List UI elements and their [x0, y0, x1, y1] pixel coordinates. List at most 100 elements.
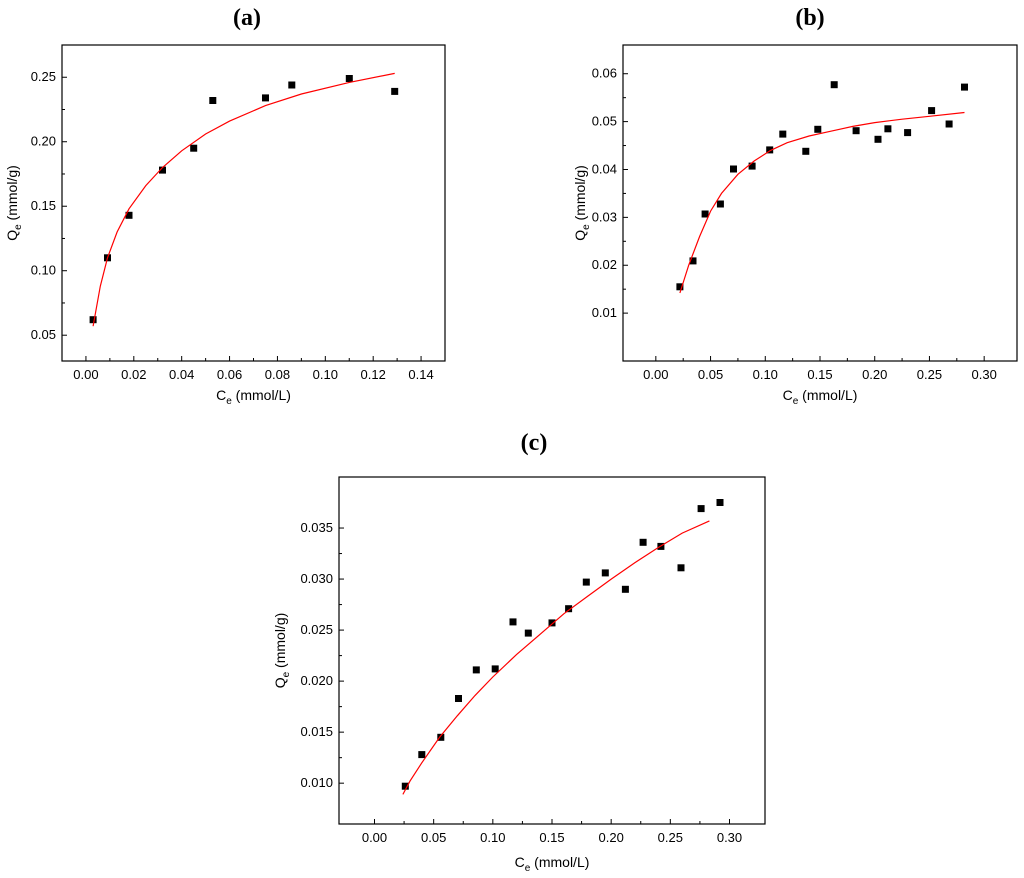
y-tick-label: 0.030: [300, 571, 333, 586]
y-tick-label: 0.035: [300, 520, 333, 535]
x-tick-label: 0.06: [217, 367, 242, 382]
data-point: [852, 127, 860, 135]
x-axis-title-unit: (mmol/L): [798, 387, 857, 403]
x-tick-label: 0.30: [717, 830, 742, 845]
data-point: [697, 505, 705, 513]
data-point: [779, 130, 787, 138]
x-tick-label: 0.02: [121, 367, 146, 382]
y-axis-title: Qe (mmol/g): [272, 613, 292, 689]
y-axis-title-unit: (mmol/g): [572, 165, 588, 224]
x-tick-label: 0.10: [480, 830, 505, 845]
data-point: [524, 629, 532, 637]
data-point: [455, 695, 462, 702]
data-point: [639, 538, 647, 546]
y-tick-label: 0.010: [300, 775, 333, 790]
data-point: [288, 81, 296, 89]
data-point: [565, 605, 573, 613]
x-tick-label: 0.12: [361, 367, 386, 382]
data-point: [491, 665, 499, 673]
y-tick-label: 0.05: [592, 114, 617, 129]
plot-frame: [622, 44, 1018, 362]
data-point: [730, 165, 737, 173]
x-tick-label: 0.20: [862, 367, 887, 382]
y-tick-label: 0.01: [592, 305, 617, 320]
data-point: [716, 200, 724, 208]
x-axis-title-main: C: [515, 854, 525, 870]
y-axis-title-subscript: e: [581, 224, 592, 230]
data-point: [391, 87, 399, 95]
x-tick-label: 0.15: [539, 830, 564, 845]
y-tick-label: 0.06: [592, 66, 617, 81]
x-axis-title-unit: (mmol/L): [232, 387, 291, 403]
y-tick-label: 0.015: [300, 724, 333, 739]
x-tick-label: 0.00: [643, 367, 668, 382]
y-tick-label: 0.03: [592, 209, 617, 224]
data-point: [437, 733, 445, 741]
y-tick-label: 0.020: [300, 673, 333, 688]
data-point: [961, 83, 968, 91]
y-axis-title-unit: (mmol/g): [4, 165, 20, 224]
data-point: [418, 751, 426, 759]
fit-curve: [679, 111, 965, 294]
x-axis-title-subscript: e: [226, 396, 232, 407]
x-tick-label: 0.04: [169, 367, 194, 382]
data-point: [582, 578, 590, 586]
x-axis-title: Ce (mmol/L): [783, 387, 858, 407]
x-axis-title-main: C: [216, 387, 226, 403]
y-axis-title-main: Q: [572, 230, 588, 241]
data-point: [677, 564, 685, 572]
panel-title-a: (a): [233, 5, 261, 31]
y-tick-label: 0.15: [31, 198, 56, 213]
x-tick-label: 0.10: [753, 367, 778, 382]
y-tick-label: 0.025: [300, 622, 333, 637]
x-axis-title-subscript: e: [525, 863, 531, 874]
y-axis-title-main: Q: [272, 677, 288, 688]
x-axis-title-unit: (mmol/L): [530, 854, 589, 870]
x-tick-label: 0.08: [265, 367, 290, 382]
data-point: [814, 125, 822, 133]
plot-frame: [338, 476, 766, 825]
x-tick-label: 0.10: [313, 367, 338, 382]
y-axis-title-unit: (mmol/g): [272, 613, 288, 672]
x-tick-label: 0.05: [421, 830, 446, 845]
data-point: [945, 120, 953, 128]
data-point: [159, 166, 166, 174]
x-tick-label: 0.20: [599, 830, 624, 845]
y-axis-title: Qe (mmol/g): [4, 165, 24, 241]
y-tick-label: 0.04: [592, 161, 617, 176]
panel-title-c: (c): [521, 430, 548, 456]
data-point: [89, 316, 97, 324]
data-point: [874, 135, 882, 143]
data-point: [689, 257, 697, 265]
data-point: [716, 499, 724, 506]
fit-curve: [402, 520, 710, 795]
data-point: [509, 618, 517, 626]
x-tick-label: 0.00: [362, 830, 387, 845]
y-tick-label: 0.05: [31, 327, 56, 342]
x-tick-label: 0.25: [917, 367, 942, 382]
data-point: [401, 782, 409, 790]
data-point: [548, 619, 556, 627]
x-tick-label: 0.05: [698, 367, 723, 382]
data-point: [209, 97, 217, 104]
data-point: [190, 144, 198, 152]
x-tick-label: 0.14: [408, 367, 433, 382]
y-axis-title-main: Q: [4, 230, 20, 241]
data-point: [701, 210, 709, 218]
data-point: [884, 125, 892, 133]
x-axis-title-main: C: [783, 387, 793, 403]
x-axis-title-subscript: e: [793, 396, 799, 407]
y-tick-label: 0.20: [31, 134, 56, 149]
chart-panel-c: (c) 0.00 0.05 0.10 0.15 0.20 0.25 0.30 0.010 0.01…: [272, 430, 766, 874]
data-point: [125, 211, 133, 219]
data-point: [830, 81, 838, 89]
chart-panel-b: (b) 0.00 0.05 0.10 0.15 0.20 0.25 0.30 0.01 0.02 0…: [572, 5, 1018, 407]
panel-title-b: (b): [795, 5, 824, 31]
x-axis-title: Ce (mmol/L): [515, 854, 590, 874]
fit-curve: [92, 72, 395, 327]
x-tick-label: 0.15: [807, 367, 832, 382]
data-point: [676, 283, 684, 291]
x-tick-label: 0.25: [658, 830, 683, 845]
chart-panel-a: (a) 0.00 0.02 0.04 0.06 0.08 0.10 0.12 0.14 0.05 0…: [4, 5, 446, 407]
